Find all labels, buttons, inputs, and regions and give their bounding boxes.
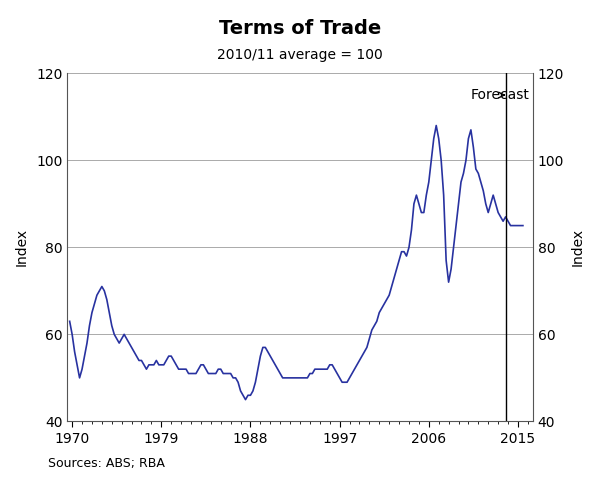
Text: Terms of Trade: Terms of Trade	[219, 19, 381, 38]
Y-axis label: Index: Index	[571, 228, 585, 266]
Text: Sources: ABS; RBA: Sources: ABS; RBA	[48, 457, 165, 470]
Y-axis label: Index: Index	[15, 228, 29, 266]
Text: 2010/11 average = 100: 2010/11 average = 100	[217, 48, 383, 62]
Text: Forecast: Forecast	[471, 88, 530, 102]
